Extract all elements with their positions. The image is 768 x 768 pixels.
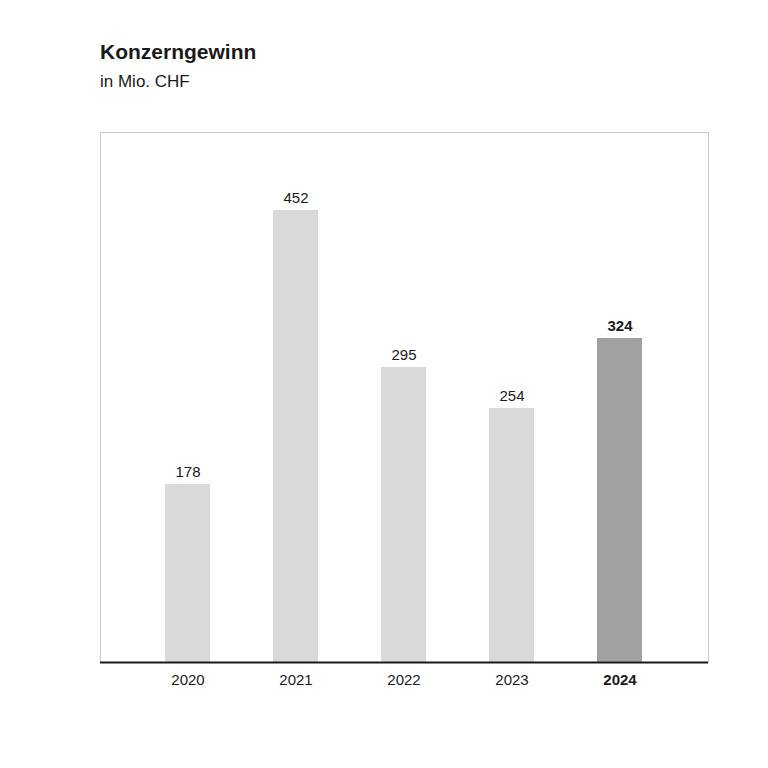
html-text:in Mio. CHF: in Mio. CHF xyxy=(100,72,190,91)
svg-text:2020: 2020 xyxy=(171,671,204,688)
svg-text:452: 452 xyxy=(283,189,308,206)
svg-text:2021: 2021 xyxy=(279,671,312,688)
svg-text:295: 295 xyxy=(391,346,416,363)
html-text:Konzerngewinn: Konzerngewinn xyxy=(100,40,257,63)
svg-text:2024: 2024 xyxy=(603,671,637,688)
svg-text:2023: 2023 xyxy=(495,671,528,688)
svg-text:254: 254 xyxy=(499,387,524,404)
svg-text:324: 324 xyxy=(607,317,633,334)
svg-text:178: 178 xyxy=(175,463,200,480)
svg-text:2022: 2022 xyxy=(387,671,420,688)
